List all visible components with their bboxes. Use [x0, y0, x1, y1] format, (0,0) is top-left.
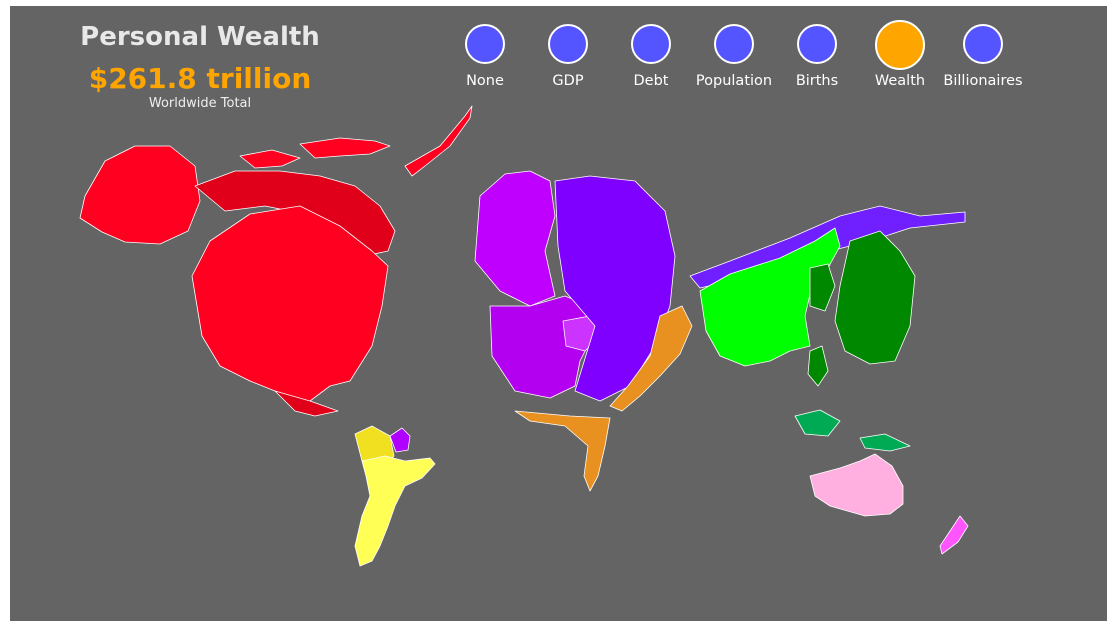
metric-label-gdp: GDP: [552, 73, 584, 89]
metric-label-billionaires: Billionaires: [943, 73, 1023, 89]
region-taiwan[interactable]: [807, 345, 829, 387]
region-japan[interactable]: [834, 230, 916, 365]
page-title: Personal Wealth: [80, 22, 320, 52]
region-south-america[interactable]: [354, 455, 436, 567]
metric-label-births: Births: [795, 73, 839, 89]
region-africa[interactable]: [514, 410, 611, 492]
metric-label-debt: Debt: [633, 73, 669, 89]
region-canada-islands-2[interactable]: [239, 149, 301, 169]
metric-button-births[interactable]: Births: [769, 24, 869, 94]
metric-circle-icon[interactable]: [714, 24, 754, 64]
region-middle-east[interactable]: [609, 305, 693, 412]
metric-circle-icon[interactable]: [875, 20, 925, 70]
cartogram-map: [79, 105, 969, 567]
metric-button-none[interactable]: None: [437, 24, 537, 94]
metric-label-wealth: Wealth: [874, 73, 926, 89]
metric-label-population: Population: [695, 73, 773, 89]
metric-circle-icon[interactable]: [548, 24, 588, 64]
metric-circle-icon[interactable]: [797, 24, 837, 64]
metric-circle-icon[interactable]: [465, 24, 505, 64]
metric-circle-icon[interactable]: [963, 24, 1003, 64]
region-western-europe[interactable]: [474, 170, 556, 307]
region-cuba[interactable]: [389, 427, 411, 453]
region-southeast-asia[interactable]: [794, 409, 841, 437]
metric-button-billionaires[interactable]: Billionaires: [935, 24, 1035, 94]
metric-button-wealth[interactable]: Wealth: [852, 20, 952, 94]
region-mexico[interactable]: [274, 390, 339, 417]
region-korea[interactable]: [809, 263, 836, 312]
worldwide-total-value: $261.8 trillion: [88, 62, 312, 95]
region-indonesia[interactable]: [859, 433, 911, 452]
metric-circle-icon[interactable]: [631, 24, 671, 64]
region-usa[interactable]: [191, 205, 389, 407]
region-china[interactable]: [699, 227, 841, 367]
region-australia[interactable]: [809, 453, 904, 517]
region-canada-islands[interactable]: [299, 137, 391, 159]
map-frame: Personal Wealth $261.8 trillion Worldwid…: [10, 6, 1107, 621]
metric-button-gdp[interactable]: GDP: [520, 24, 620, 94]
metric-button-population[interactable]: Population: [686, 24, 786, 94]
worldwide-total-label: Worldwide Total: [148, 96, 252, 111]
metric-label-none: None: [466, 73, 504, 89]
metric-button-debt[interactable]: Debt: [603, 24, 703, 94]
region-greenland-strip[interactable]: [404, 105, 473, 177]
region-alaska[interactable]: [79, 145, 201, 245]
region-new-zealand[interactable]: [939, 515, 969, 555]
